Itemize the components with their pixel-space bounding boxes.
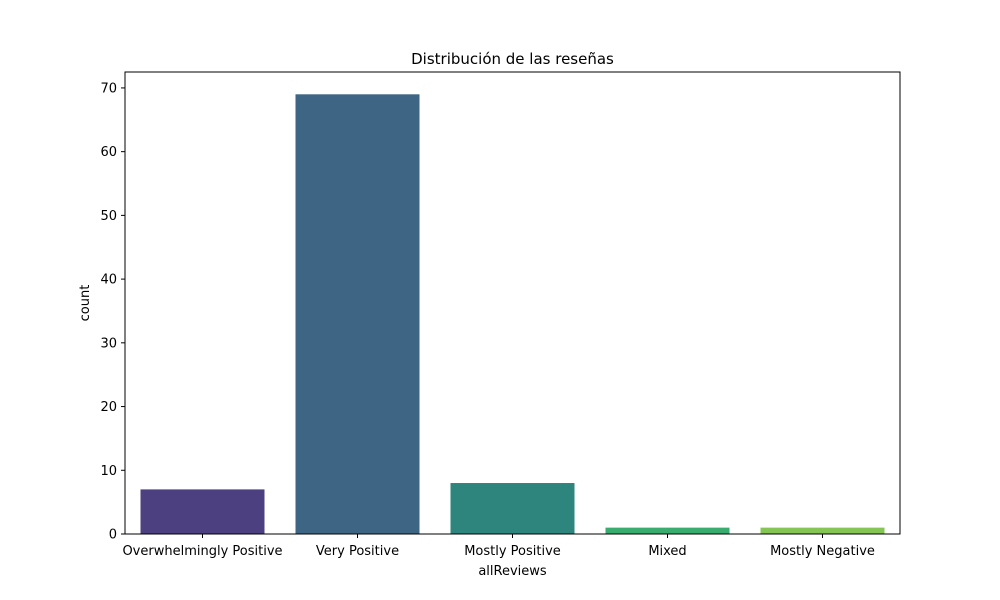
x-tick-label-0: Overwhelmingly Positive — [122, 544, 282, 559]
bar-1 — [295, 94, 420, 534]
bar-2 — [450, 483, 575, 534]
x-axis: Overwhelmingly Positive Very Positive Most… — [122, 534, 875, 559]
x-tick-label-3: Mixed — [648, 544, 686, 559]
y-tick-label-5: 50 — [100, 209, 117, 224]
y-tick-label-1: 10 — [100, 464, 117, 479]
bar-3 — [605, 527, 730, 534]
y-tick-label-4: 40 — [100, 273, 117, 288]
y-tick-label-6: 60 — [100, 145, 117, 160]
chart-title: Distribución de las reseñas — [411, 50, 614, 68]
bars-group — [140, 94, 885, 534]
bar-4 — [760, 527, 885, 534]
y-axis-label: count — [78, 285, 93, 322]
y-tick-label-0: 0 — [109, 528, 117, 543]
x-tick-label-1: Very Positive — [316, 544, 399, 559]
y-axis: 0 10 20 30 40 50 60 70 — [100, 81, 125, 543]
x-tick-label-4: Mostly Negative — [770, 544, 875, 559]
x-tick-label-2: Mostly Positive — [464, 544, 561, 559]
plot-frame — [124, 71, 901, 535]
y-tick-label-7: 70 — [100, 81, 117, 96]
y-tick-label-2: 20 — [100, 400, 117, 415]
y-tick-label-3: 30 — [100, 336, 117, 351]
x-axis-label: allReviews — [478, 564, 547, 579]
bar-0 — [140, 489, 265, 534]
